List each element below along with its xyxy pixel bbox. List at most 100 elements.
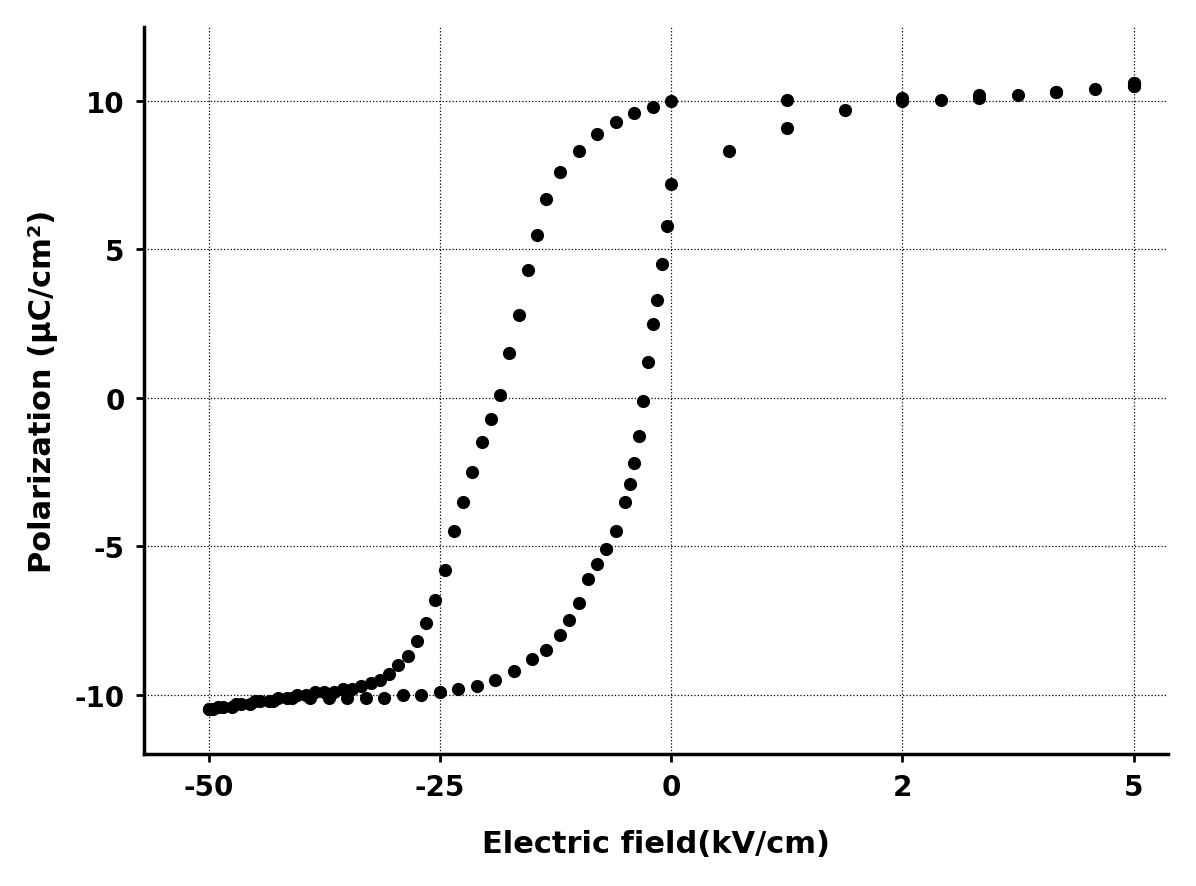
Point	[277, 691, 297, 705]
X-axis label: Electric field(kV/cm): Electric field(kV/cm)	[482, 829, 830, 859]
Point	[537, 643, 556, 657]
Point	[222, 700, 242, 714]
Point	[648, 293, 667, 307]
Point	[260, 694, 279, 708]
Point	[468, 679, 487, 693]
Point	[315, 685, 334, 699]
Point	[624, 456, 643, 470]
Point	[579, 572, 598, 587]
Point	[338, 691, 358, 705]
Point	[615, 495, 634, 509]
Point	[389, 658, 408, 672]
Point	[374, 691, 393, 705]
Point	[606, 115, 626, 129]
Point	[301, 691, 321, 705]
Point	[657, 220, 676, 234]
Point	[426, 593, 445, 607]
Point	[486, 673, 505, 688]
Point	[352, 679, 371, 693]
Point	[232, 696, 251, 711]
Point	[606, 525, 626, 539]
Point	[509, 308, 529, 323]
Point	[240, 696, 260, 711]
Point	[1124, 80, 1143, 94]
Point	[324, 685, 343, 699]
Point	[587, 128, 606, 142]
Point	[393, 688, 413, 702]
Point	[297, 688, 316, 702]
Point	[371, 673, 390, 688]
Point	[208, 700, 227, 714]
Point	[398, 649, 417, 664]
Point	[227, 696, 246, 711]
Point	[448, 682, 468, 696]
Point	[444, 525, 463, 539]
Point	[892, 95, 911, 109]
Point	[490, 388, 509, 402]
Point	[518, 264, 537, 278]
Point	[597, 542, 616, 556]
Point	[1124, 77, 1143, 91]
Point	[634, 394, 653, 408]
Point	[356, 691, 376, 705]
Point	[970, 92, 989, 106]
Point	[835, 104, 854, 118]
Point	[250, 694, 269, 708]
Point	[719, 145, 738, 159]
Point	[282, 691, 301, 705]
Point	[624, 106, 643, 120]
Point	[361, 676, 380, 690]
Point	[269, 691, 288, 705]
Point	[569, 145, 588, 159]
Point	[500, 346, 519, 361]
Point	[305, 685, 324, 699]
Point	[892, 92, 911, 106]
Point	[200, 703, 219, 717]
Point	[661, 95, 681, 109]
Point	[203, 703, 222, 717]
Point	[1046, 86, 1066, 100]
Point	[560, 614, 579, 628]
Point	[643, 317, 663, 331]
Point	[550, 628, 569, 642]
Point	[661, 178, 681, 192]
Point	[620, 478, 639, 492]
Point	[334, 682, 353, 696]
Point	[1086, 83, 1105, 97]
Point	[408, 634, 427, 649]
Point	[1124, 77, 1143, 91]
Point	[1008, 89, 1027, 103]
Point	[932, 93, 951, 107]
Point	[472, 436, 492, 450]
Point	[264, 694, 283, 708]
Point	[200, 703, 219, 717]
Point	[416, 617, 435, 631]
Point	[777, 93, 797, 107]
Point	[379, 667, 398, 681]
Point	[481, 412, 500, 426]
Point	[587, 557, 606, 571]
Point	[287, 688, 306, 702]
Point	[1046, 86, 1066, 100]
Point	[245, 694, 264, 708]
Point	[342, 682, 361, 696]
Point	[629, 430, 648, 444]
Point	[435, 563, 454, 578]
Point	[652, 258, 671, 272]
Point	[319, 691, 338, 705]
Point	[453, 495, 472, 509]
Point	[505, 664, 524, 678]
Point	[569, 596, 588, 610]
Point	[639, 355, 658, 369]
Point	[213, 700, 232, 714]
Point	[463, 465, 482, 479]
Point	[1124, 80, 1143, 94]
Point	[523, 652, 542, 666]
Point	[550, 166, 569, 180]
Y-axis label: Polarization (μC/cm²): Polarization (μC/cm²)	[28, 209, 57, 572]
Point	[777, 121, 797, 136]
Point	[970, 89, 989, 103]
Point	[411, 688, 431, 702]
Point	[537, 192, 556, 206]
Point	[643, 101, 663, 115]
